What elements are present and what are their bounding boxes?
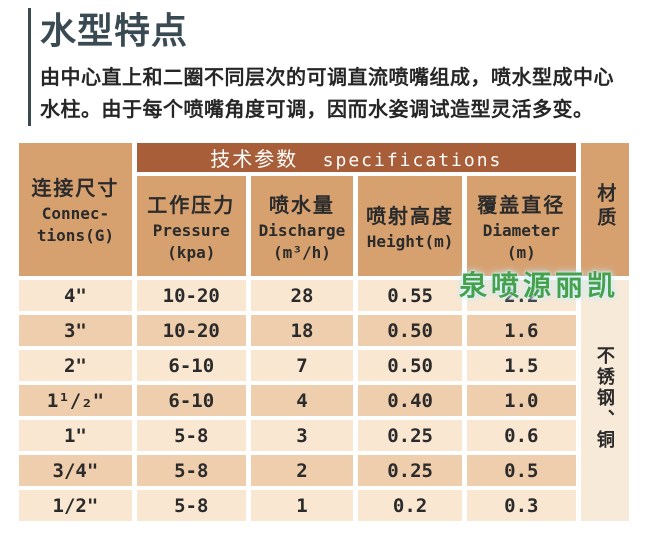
cell-size: 3/4": [19, 455, 132, 486]
cell-discharge: 2: [250, 455, 354, 486]
col-header-material: 材质: [580, 143, 629, 276]
cell-height: 0.25: [358, 420, 462, 451]
table-row: 1/2" 5-8 1 0.2 0.3: [19, 490, 629, 521]
cell-size: 1¹/₂": [19, 385, 132, 416]
cell-pressure: 5-8: [136, 420, 246, 451]
page-description: 由中心直上和二圈不同层次的可调直流喷嘴组成，喷水型成中心 水柱。由于每个喷嘴角度…: [40, 67, 614, 121]
col-header-height-zh: 喷射高度: [366, 205, 455, 228]
cell-pressure: 6-10: [136, 350, 246, 381]
page-title: 水型特点: [40, 10, 189, 51]
spec-table: 连接尺寸 Connec- tions(G) 技术参数 specification…: [14, 139, 634, 525]
table-row: 1¹/₂" 6-10 4 0.40 1.0: [19, 385, 629, 416]
cell-size: 1/2": [19, 490, 132, 521]
col-header-pressure-zh: 工作压力: [147, 194, 236, 217]
cell-size: 3": [19, 315, 132, 346]
table-row: 4" 10-20 28 0.55 2.2 不锈钢、铜: [19, 280, 629, 521]
table-row: 1" 5-8 3 0.25 0.6: [19, 420, 629, 451]
col-header-connections-zh: 连接尺寸: [31, 178, 120, 201]
cell-height: 0.40: [358, 385, 462, 416]
cell-discharge: 1: [250, 490, 354, 521]
cell-diameter: 1.0: [466, 385, 576, 416]
header-block: 水型特点 由中心直上和二圈不同层次的可调直流喷嘴组成，喷水型成中心 水柱。由于每…: [28, 8, 640, 126]
cell-diameter: 1.6: [466, 315, 576, 346]
cell-diameter: 1.5: [466, 350, 576, 381]
cell-discharge: 4: [250, 385, 354, 416]
cell-pressure: 10-20: [136, 315, 246, 346]
cell-height: 0.25: [358, 455, 462, 486]
cell-pressure: 6-10: [136, 385, 246, 416]
cell-discharge: 7: [250, 350, 354, 381]
cell-discharge: 28: [250, 280, 354, 311]
col-header-connections-en: Connec- tions(G): [36, 204, 114, 245]
cell-size: 2": [19, 350, 132, 381]
table-row: 3/4" 5-8 2 0.25 0.5: [19, 455, 629, 486]
col-header-diameter-en: Diameter (m): [482, 220, 560, 262]
material-value: 不锈钢、铜: [594, 345, 615, 451]
col-header-pressure: 工作压力 Pressure (kpa): [136, 176, 246, 276]
col-header-diameter-zh: 覆盖直径: [477, 194, 566, 217]
col-header-material-zh: 材质: [594, 183, 616, 231]
table-title-band: 技术参数 specifications: [136, 143, 576, 172]
header-row-columns: 工作压力 Pressure (kpa) 喷水量 Discharge (m³/h)…: [19, 176, 629, 276]
cell-pressure: 5-8: [136, 455, 246, 486]
cell-discharge: 3: [250, 420, 354, 451]
header-row-band: 连接尺寸 Connec- tions(G) 技术参数 specification…: [19, 143, 629, 276]
cell-pressure: 5-8: [136, 490, 246, 521]
col-header-connections: 连接尺寸 Connec- tions(G): [19, 143, 132, 276]
col-header-discharge-zh: 喷水量: [268, 194, 335, 217]
cell-size: 1": [19, 420, 132, 451]
cell-discharge: 18: [250, 315, 354, 346]
cell-height: 0.55: [358, 280, 462, 311]
col-header-height-en: Height(m): [366, 231, 454, 251]
cell-diameter: 0.6: [466, 420, 576, 451]
cell-height: 0.2: [358, 490, 462, 521]
table-row: 3" 10-20 18 0.50 1.6: [19, 315, 629, 346]
cell-diameter: 0.3: [466, 490, 576, 521]
cell-diameter: 0.5: [466, 455, 576, 486]
band-title-zh: 技术参数: [210, 149, 299, 171]
band-title-en: specifications: [322, 150, 503, 171]
cell-diameter: 2.2: [466, 280, 576, 311]
table-row: 2" 6-10 7 0.50 1.5: [19, 350, 629, 381]
col-header-discharge-en: Discharge (m³/h): [258, 220, 346, 262]
cell-height: 0.50: [358, 315, 462, 346]
cell-size: 4": [19, 280, 132, 311]
cell-height: 0.50: [358, 350, 462, 381]
col-header-diameter: 覆盖直径 Diameter (m): [466, 176, 576, 276]
cell-pressure: 10-20: [136, 280, 246, 311]
col-header-pressure-en: Pressure (kpa): [152, 220, 230, 262]
col-header-discharge: 喷水量 Discharge (m³/h): [250, 176, 354, 276]
col-header-height: 喷射高度 Height(m): [358, 176, 462, 276]
material-value-cell: 不锈钢、铜: [580, 280, 629, 521]
